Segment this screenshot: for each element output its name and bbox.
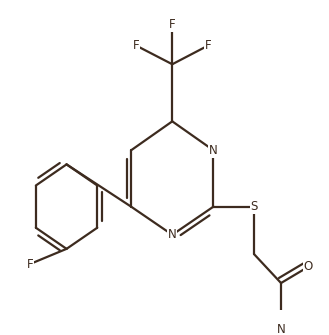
Text: N: N <box>168 228 177 241</box>
Text: F: F <box>133 39 140 52</box>
Text: O: O <box>303 260 313 273</box>
Text: F: F <box>169 18 176 31</box>
Text: S: S <box>250 200 258 213</box>
Text: F: F <box>26 258 33 271</box>
Text: N: N <box>277 325 285 335</box>
Text: F: F <box>204 39 211 52</box>
Text: N: N <box>209 144 218 157</box>
Text: N: N <box>277 323 285 335</box>
